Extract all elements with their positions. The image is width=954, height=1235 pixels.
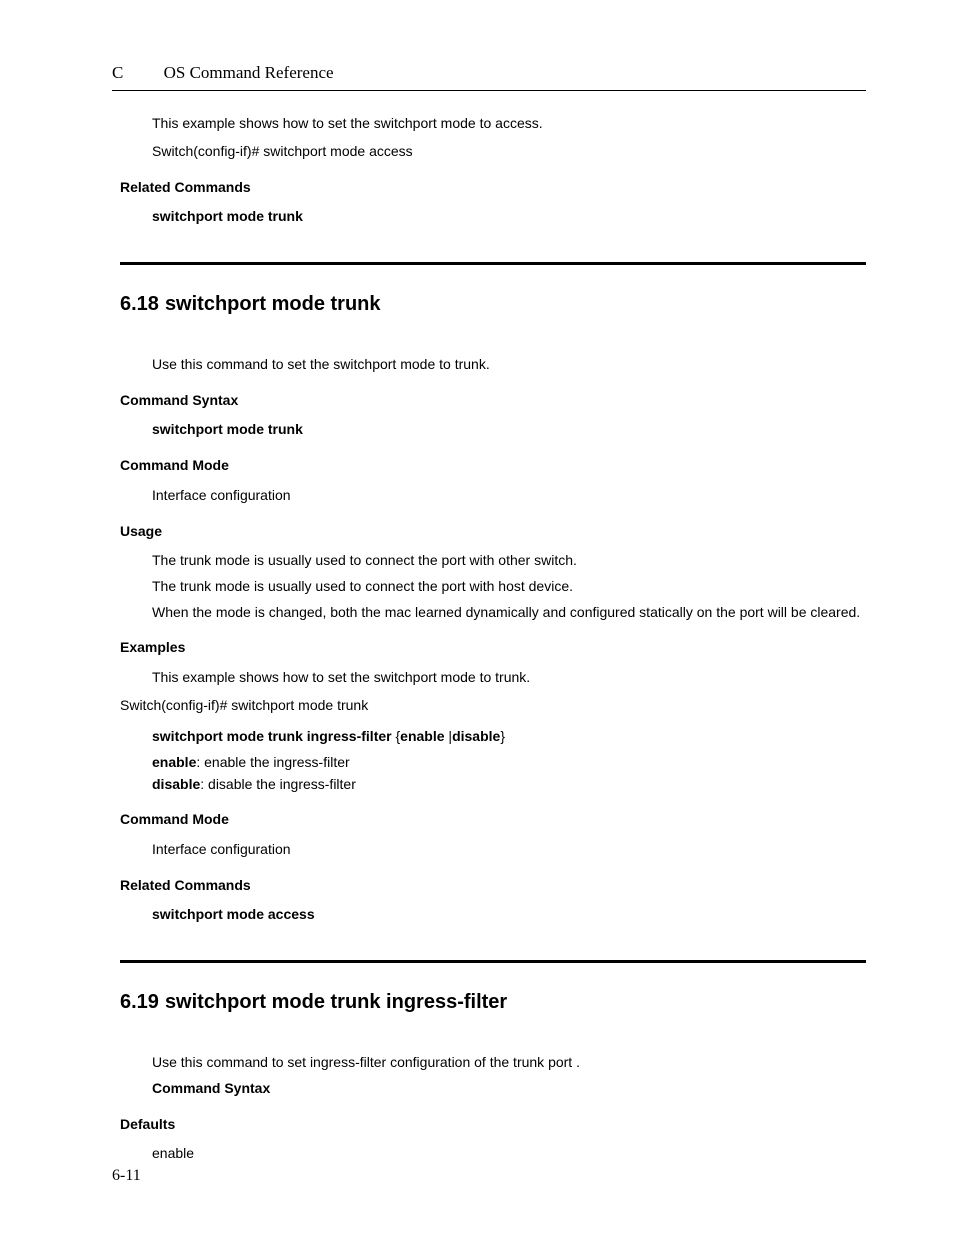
section-619-name: switchport mode trunk ingress-filter (165, 991, 507, 1013)
section-618-title: 6.18 switchport mode trunk (120, 289, 866, 320)
usage-line-1: The trunk mode is usually used to connec… (152, 550, 866, 572)
ingress-filter-syntax: switchport mode trunk ingress-filter {en… (152, 726, 866, 748)
section-619-number: 6.19 (120, 991, 159, 1013)
command-mode-heading-618b: Command Mode (120, 809, 866, 831)
command-syntax-heading-619: Command Syntax (152, 1078, 866, 1100)
intro-line-1: This example shows how to set the switch… (152, 113, 866, 135)
related-commands-item-618: switchport mode access (152, 904, 866, 926)
disable-desc: : disable the ingress-filter (200, 776, 356, 792)
related-commands-item-top: switchport mode trunk (152, 206, 866, 228)
examples-text-618: This example shows how to set the switch… (152, 667, 866, 689)
command-mode-text-618: Interface configuration (152, 485, 866, 507)
related-commands-heading-top: Related Commands (120, 177, 866, 199)
ingress-brace-close: } (500, 728, 505, 744)
page-container: C OS Command Reference This example show… (0, 0, 954, 1235)
enable-desc: : enable the ingress-filter (196, 754, 349, 770)
defaults-text-619: enable (152, 1143, 866, 1165)
section-619-title: 6.19 switchport mode trunk ingress-filter (120, 987, 866, 1018)
section-618-number: 6.18 (120, 293, 159, 315)
command-mode-heading-618: Command Mode (120, 455, 866, 477)
usage-heading-618: Usage (120, 521, 866, 543)
header-title: OS Command Reference (164, 63, 334, 82)
running-header: C OS Command Reference (112, 60, 866, 91)
usage-line-3: When the mode is changed, both the mac l… (152, 602, 866, 624)
intro-line-2: Switch(config-if)# switchport mode acces… (152, 141, 866, 163)
command-mode-text-618b: Interface configuration (152, 839, 866, 861)
section-rule-619 (120, 960, 866, 963)
related-commands-heading-618: Related Commands (120, 875, 866, 897)
usage-line-2: The trunk mode is usually used to connec… (152, 576, 866, 598)
enable-line: enable: enable the ingress-filter (152, 752, 866, 774)
header-prefix: C (112, 63, 123, 82)
ingress-cmd-pre: switchport mode trunk ingress-filter (152, 728, 395, 744)
ingress-enable: enable (400, 728, 448, 744)
disable-key: disable (152, 776, 200, 792)
section-rule-618 (120, 262, 866, 265)
disable-line: disable: disable the ingress-filter (152, 774, 866, 796)
section-618-name: switchport mode trunk (165, 293, 381, 315)
page-number: 6-11 (112, 1164, 141, 1189)
config-line-618: Switch(config-if)# switchport mode trunk (120, 695, 866, 717)
command-syntax-heading-618: Command Syntax (120, 390, 866, 412)
defaults-heading-619: Defaults (120, 1114, 866, 1136)
enable-key: enable (152, 754, 196, 770)
section-619-intro: Use this command to set ingress-filter c… (152, 1052, 866, 1074)
examples-heading-618: Examples (120, 637, 866, 659)
ingress-disable: disable (452, 728, 500, 744)
section-618-intro: Use this command to set the switchport m… (152, 354, 866, 376)
command-syntax-line-618: switchport mode trunk (152, 419, 866, 441)
